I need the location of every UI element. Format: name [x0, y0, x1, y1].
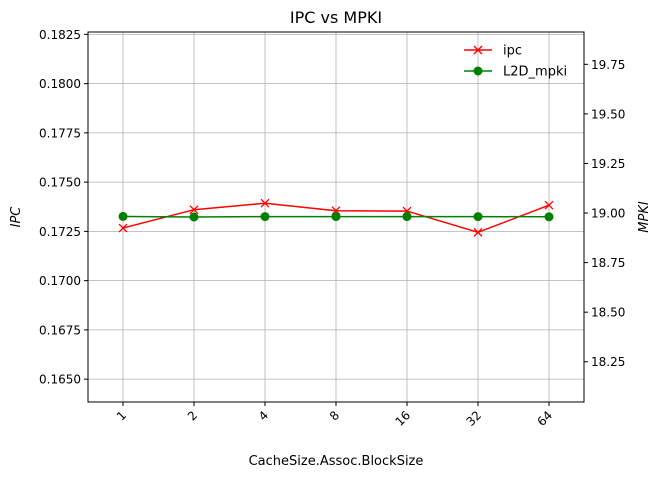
y-tick-label-right: 19.25 — [591, 157, 625, 171]
data-point-L2D_mpki — [402, 212, 412, 222]
data-point-L2D_mpki — [260, 212, 270, 222]
x-axis-label: CacheSize.Assoc.BlockSize — [249, 454, 424, 469]
legend: ipc L2D_mpki — [464, 44, 567, 80]
legend-label: ipc — [503, 44, 522, 59]
y-tick-label-right: 18.75 — [591, 256, 625, 270]
data-point-L2D_mpki — [118, 211, 128, 221]
chart-title: IPC vs MPKI — [290, 8, 382, 27]
y-tick-label-left: 0.1675 — [39, 323, 81, 337]
data-point-ipc — [473, 227, 483, 237]
y-tick-label-left: 0.1800 — [39, 77, 81, 91]
data-point-ipc — [189, 205, 199, 215]
data-point-L2D_mpki — [189, 212, 199, 222]
legend-marker-L2D_mpki — [473, 66, 483, 76]
y-tick-label-right: 18.25 — [591, 355, 625, 369]
legend-label: L2D_mpki — [503, 65, 567, 80]
y-axis-label-right: MPKI — [637, 201, 652, 233]
data-point-ipc — [544, 200, 554, 210]
series-layer — [118, 198, 554, 237]
data-point-L2D_mpki — [331, 212, 341, 222]
grid — [88, 32, 584, 402]
y-tick-label-left: 0.1700 — [39, 274, 81, 288]
data-point-ipc — [118, 223, 128, 233]
y-tick-label-right: 19.00 — [591, 207, 625, 221]
data-point-ipc — [260, 198, 270, 208]
legend-marker-ipc — [473, 45, 483, 55]
y-tick-label-left: 0.1775 — [39, 126, 81, 140]
y-tick-label-right: 19.75 — [591, 58, 625, 72]
data-point-L2D_mpki — [473, 212, 483, 222]
y-axis-label-left: IPC — [9, 206, 24, 228]
y-tick-label-left: 0.1825 — [39, 28, 81, 42]
y-tick-label-left: 0.1725 — [39, 225, 81, 239]
data-point-L2D_mpki — [544, 212, 554, 222]
y-tick-label-right: 18.50 — [591, 306, 625, 320]
y-tick-label-left: 0.1650 — [39, 373, 81, 387]
y-tick-label-left: 0.1750 — [39, 176, 81, 190]
y-tick-label-right: 19.50 — [591, 107, 625, 121]
